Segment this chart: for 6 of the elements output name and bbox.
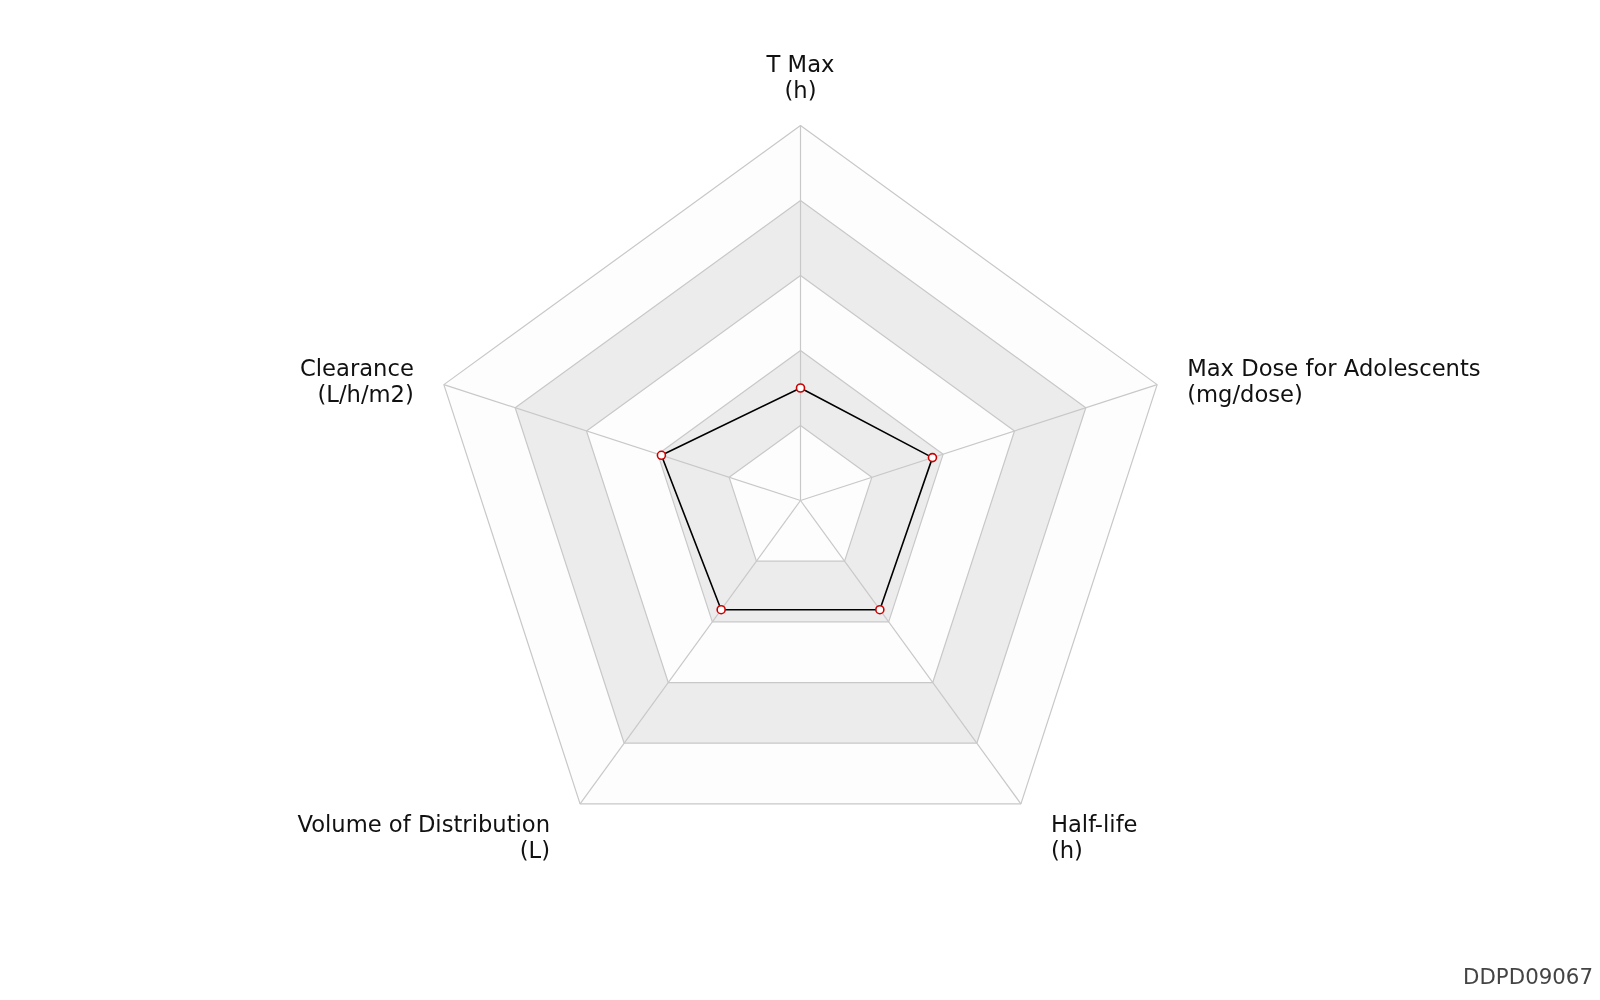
spoke-label: Volume of Distribution (L) [297, 811, 551, 864]
spoke-label: Clearance (L/h/m2) [299, 354, 414, 407]
spoke-label: T Max (h) [765, 51, 835, 103]
spoke-label: Half-life (h) [1050, 811, 1138, 864]
spoke-label: Max Dose for Adolescents (mg/dose) [1187, 354, 1481, 407]
text: DDPD09067 [1463, 964, 1594, 990]
